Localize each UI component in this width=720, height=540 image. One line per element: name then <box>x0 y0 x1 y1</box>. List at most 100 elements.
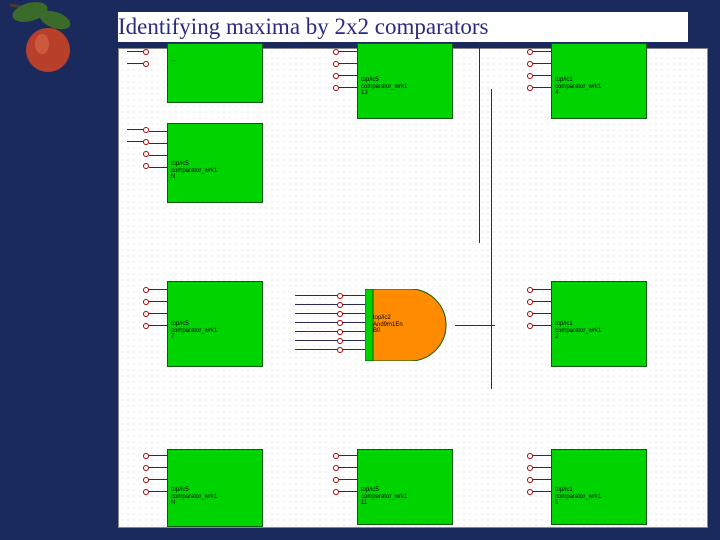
pin <box>143 139 149 145</box>
wire <box>339 479 357 480</box>
pin <box>333 85 339 91</box>
pin <box>527 465 533 471</box>
pin <box>143 323 149 329</box>
wire <box>149 313 167 314</box>
wire <box>339 51 357 52</box>
block-label: top/ic5 comparator_wrk1 N <box>171 161 217 181</box>
wire <box>149 289 167 290</box>
wire <box>533 455 551 456</box>
wire <box>149 455 167 456</box>
pin <box>143 453 149 459</box>
wire <box>533 63 551 64</box>
wire <box>127 51 143 52</box>
wire <box>149 467 167 468</box>
wire <box>149 143 167 144</box>
wire <box>533 51 551 52</box>
pin <box>527 299 533 305</box>
pin <box>333 49 339 55</box>
block-label: top/ic5 comparator_wrk1 7 <box>171 321 217 341</box>
pin <box>527 287 533 293</box>
pin <box>527 311 533 317</box>
pin <box>333 453 339 459</box>
wire <box>533 491 551 492</box>
pin <box>527 61 533 67</box>
wire <box>533 313 551 314</box>
pin <box>143 287 149 293</box>
pin <box>337 293 343 299</box>
comparator-block <box>167 43 263 103</box>
pin <box>337 302 343 308</box>
wire <box>295 295 365 296</box>
block-label: top/ic5 comparator_wrk1 13 <box>361 77 407 97</box>
wire <box>533 325 551 326</box>
wire <box>479 43 503 44</box>
pin <box>143 299 149 305</box>
wire <box>455 325 495 326</box>
pin <box>337 338 343 344</box>
wire <box>479 43 480 243</box>
wire <box>339 63 357 64</box>
wire <box>533 467 551 468</box>
pin <box>143 61 149 67</box>
pin <box>143 489 149 495</box>
block-label: top/ic1 comparator_wrk1 5 <box>555 487 601 507</box>
wire <box>149 491 167 492</box>
pin <box>337 311 343 317</box>
wire <box>127 63 143 64</box>
schematic-canvas: … top/ic5 comparator_wrk1 N top/ic5 compar… <box>118 48 708 528</box>
block-label: top/ic1 comparator_wrk1 4 <box>555 77 601 97</box>
pin <box>333 477 339 483</box>
pin <box>333 465 339 471</box>
pin <box>527 85 533 91</box>
block-label: top/ic1 comparator_wrk1 2 <box>555 321 601 341</box>
wire <box>127 141 143 142</box>
pin <box>333 73 339 79</box>
wire <box>149 131 167 132</box>
wire <box>295 349 365 350</box>
pin <box>527 323 533 329</box>
pin <box>143 163 149 169</box>
pin <box>527 489 533 495</box>
wire <box>533 75 551 76</box>
wire <box>533 87 551 88</box>
wire <box>149 167 167 168</box>
pin <box>143 465 149 471</box>
wire <box>339 467 357 468</box>
gate-label: top/ic2 And9m1En B0 <box>373 315 403 335</box>
block-label: top/ic5 comparator_wrk1 N <box>171 487 217 507</box>
pin <box>143 49 149 55</box>
slide-title: Identifying maxima by 2x2 comparators <box>118 12 688 42</box>
block-label: top/ic5 comparator_wrk1 11 <box>361 487 407 507</box>
wire <box>339 455 357 456</box>
wire <box>127 129 143 130</box>
pin <box>337 329 343 335</box>
wire <box>533 479 551 480</box>
pin <box>333 489 339 495</box>
pin <box>527 453 533 459</box>
wire <box>149 301 167 302</box>
wire <box>533 289 551 290</box>
pin <box>527 49 533 55</box>
pin <box>143 151 149 157</box>
wire <box>295 304 365 305</box>
pin <box>333 61 339 67</box>
pin <box>143 311 149 317</box>
pin <box>143 127 149 133</box>
pin <box>527 477 533 483</box>
pin <box>337 320 343 326</box>
wire <box>339 75 357 76</box>
wire <box>295 322 365 323</box>
wire <box>339 491 357 492</box>
wire <box>295 331 365 332</box>
wire <box>149 479 167 480</box>
wire <box>149 155 167 156</box>
wire <box>491 89 492 389</box>
pin <box>337 347 343 353</box>
wire <box>295 313 365 314</box>
wire <box>295 340 365 341</box>
wire <box>533 301 551 302</box>
decorative-fruit <box>0 0 110 85</box>
block-label: … <box>171 57 177 64</box>
wire <box>149 325 167 326</box>
wire <box>339 87 357 88</box>
